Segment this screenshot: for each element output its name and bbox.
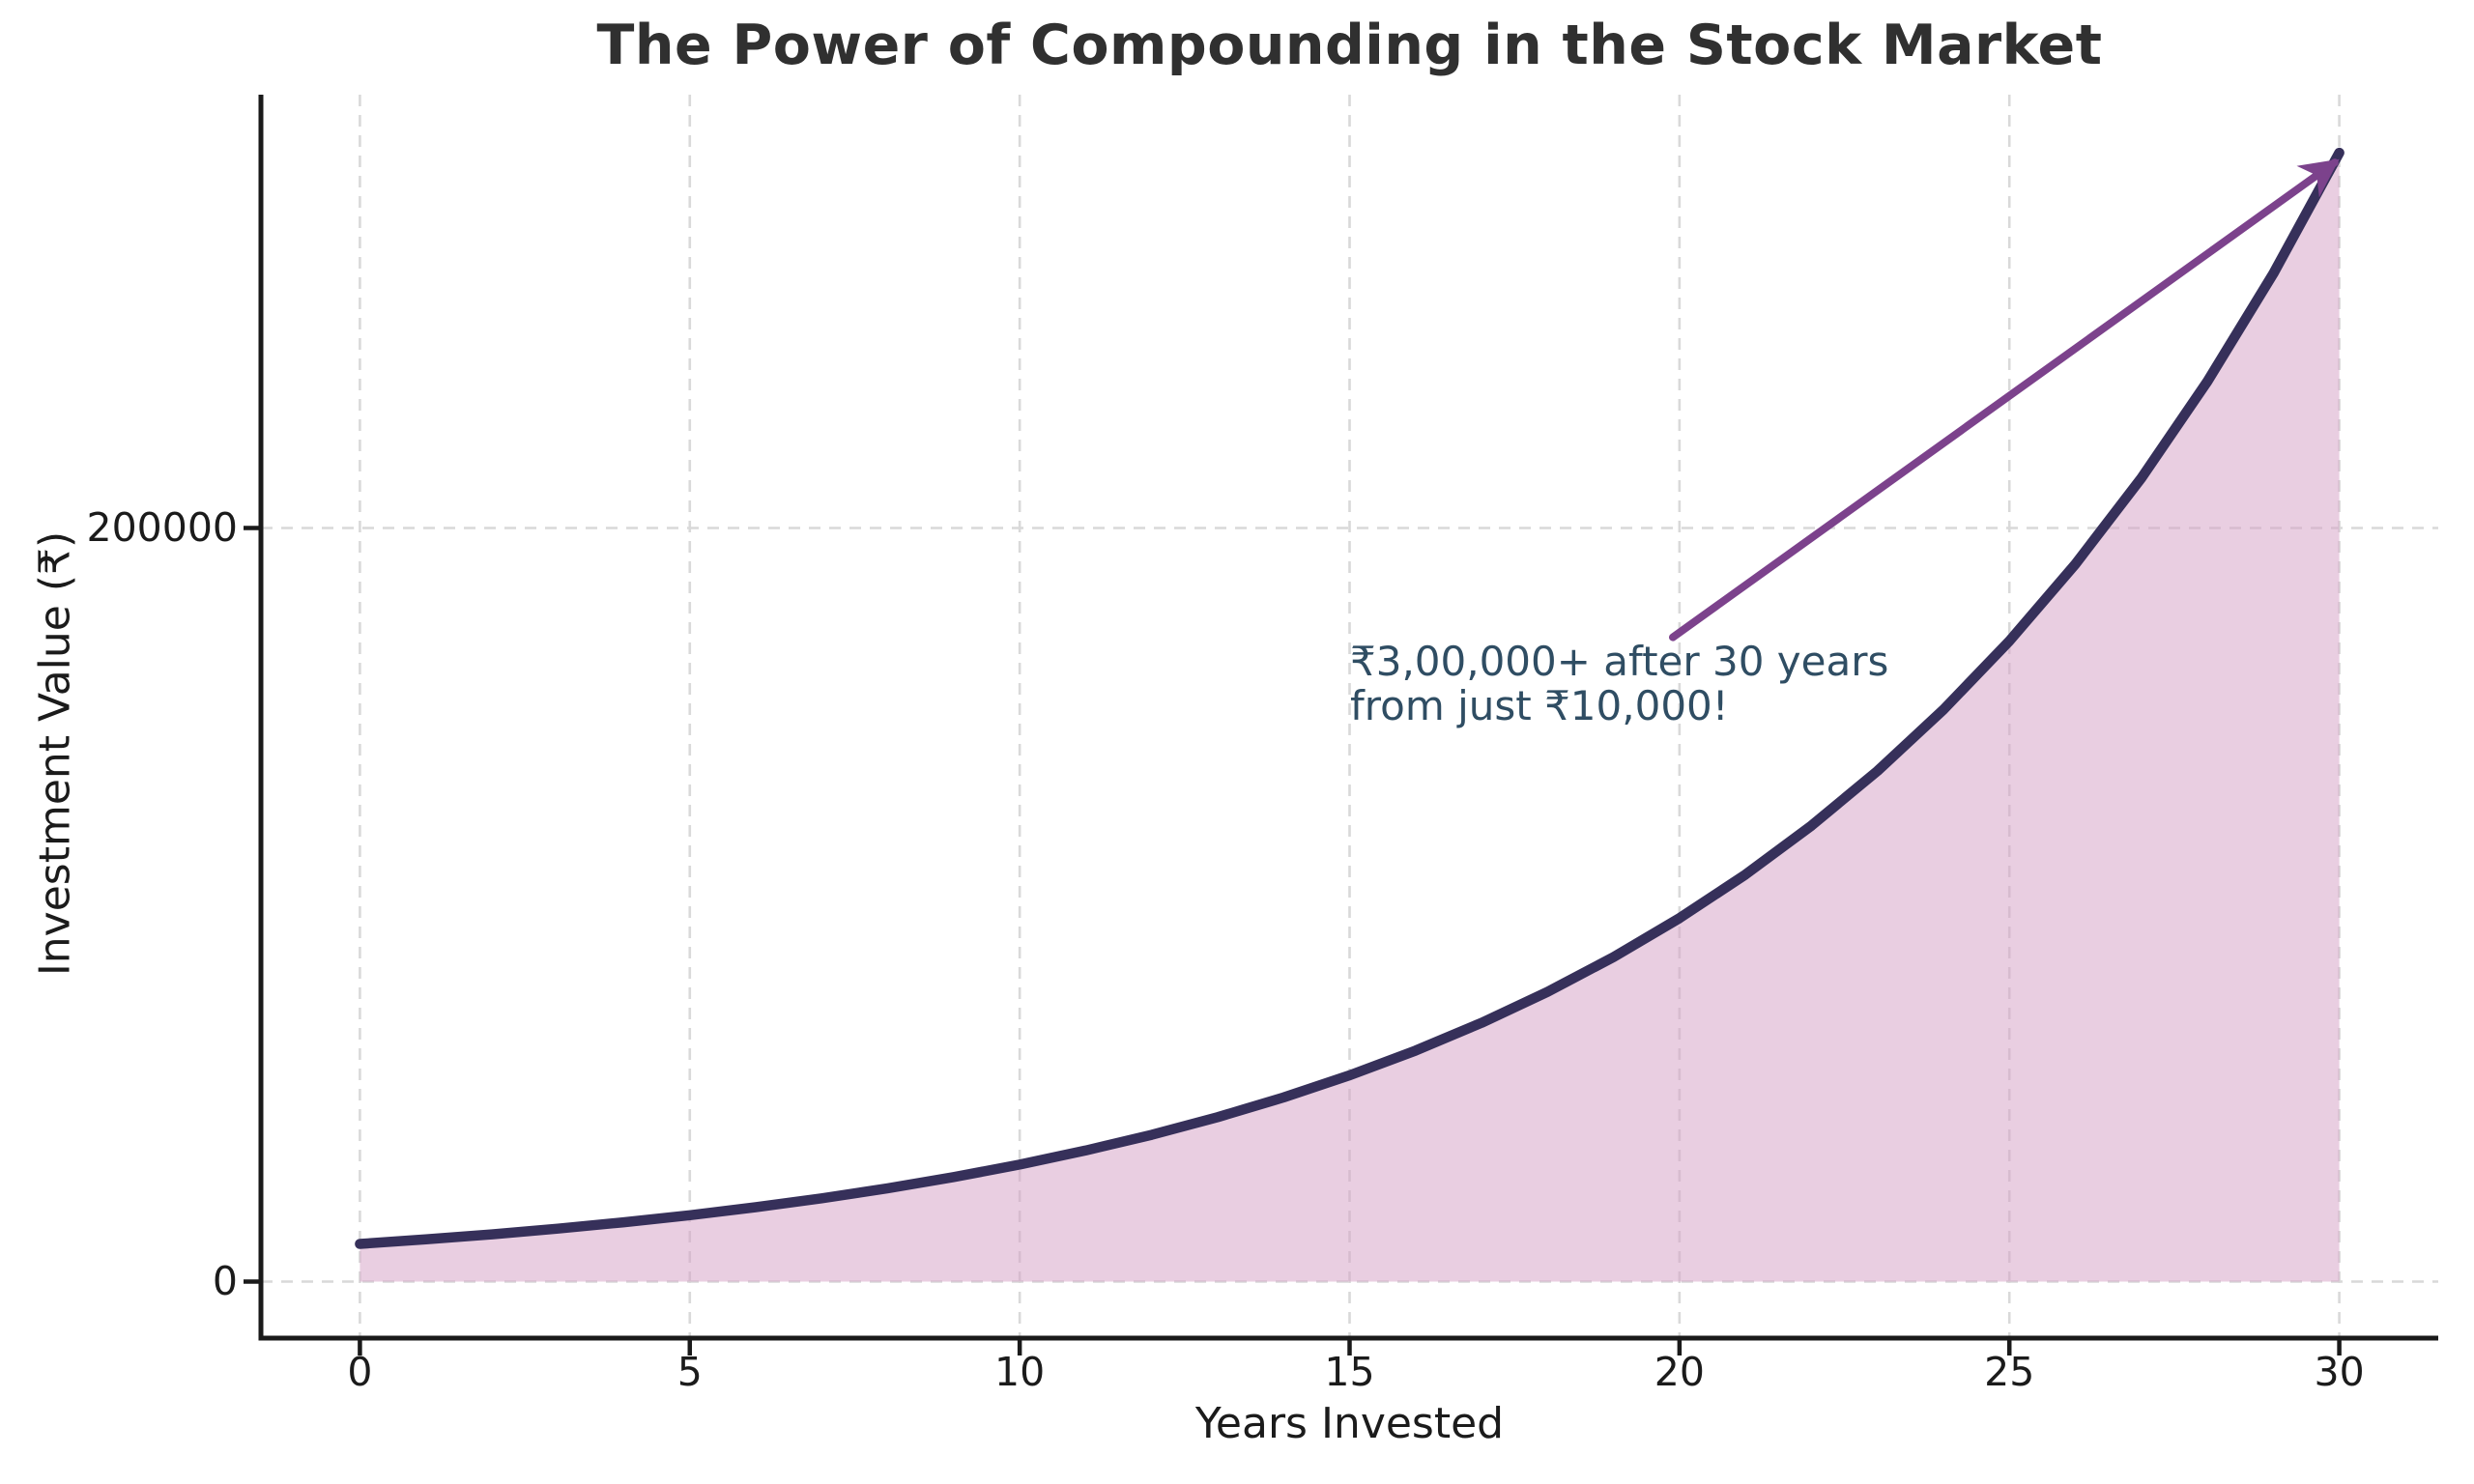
y-tick-label: 0 bbox=[212, 1257, 238, 1304]
annotation-line-2: from just ₹10,000! bbox=[1350, 682, 1729, 729]
x-tick-label: 20 bbox=[1654, 1349, 1705, 1395]
y-tick-label: 200000 bbox=[86, 503, 238, 551]
chart-title: The Power of Compounding in the Stock Ma… bbox=[596, 14, 2103, 77]
area-fill bbox=[360, 153, 2340, 1282]
x-tick-label: 15 bbox=[1324, 1349, 1375, 1395]
x-tick-label: 10 bbox=[994, 1349, 1046, 1395]
x-tick-label: 0 bbox=[347, 1349, 373, 1395]
tick-marks bbox=[244, 526, 2342, 1356]
x-axis-title: Years Invested bbox=[1194, 1399, 1505, 1448]
y-axis-title: Investment Value (₹) bbox=[30, 530, 80, 977]
investment-curve-line bbox=[355, 147, 2345, 1249]
annotation-arrow bbox=[1669, 158, 2340, 642]
annotation-text: ₹3,00,000+ after 30 years from just ₹10,… bbox=[1350, 640, 1888, 728]
x-tick-label: 5 bbox=[676, 1349, 703, 1395]
x-tick-label: 25 bbox=[1984, 1349, 2035, 1395]
annotation-line-1: ₹3,00,000+ after 30 years bbox=[1350, 638, 1889, 685]
x-tick-label: 30 bbox=[2314, 1349, 2365, 1395]
